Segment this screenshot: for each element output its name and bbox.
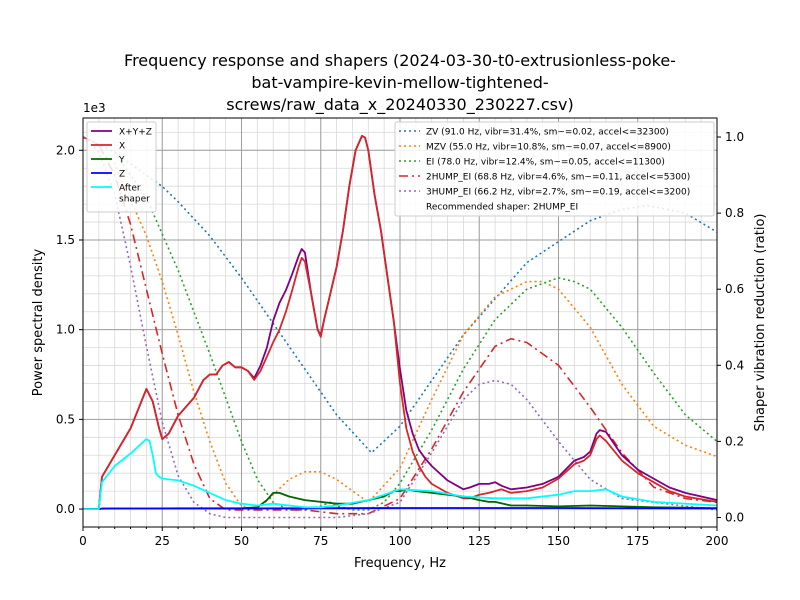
x-tick-label: 100	[389, 534, 412, 548]
legend-right-label: EI (78.0 Hz, vibr=12.4%, sm~=0.05, accel…	[426, 158, 665, 168]
y2-tick-label: 0.6	[725, 282, 744, 296]
x-tick-label: 200	[706, 534, 729, 548]
y2-tick-label: 0.2	[725, 434, 744, 448]
y2-axis-label: Shaper vibration reduction (ratio)	[753, 214, 768, 432]
chart-title-line-2: bat-vampire-kevin-mellow-tightened-	[251, 73, 549, 92]
legend-left-label: X	[119, 142, 125, 152]
legend-left-label: X+Y+Z	[119, 128, 152, 138]
x-tick-label: 125	[468, 534, 491, 548]
y2-tick-label: 0.4	[725, 358, 744, 372]
legend-right-box	[394, 121, 715, 217]
x-tick-label: 0	[79, 534, 87, 548]
shaper-line-3	[83, 136, 717, 515]
x-tick-label: 25	[155, 534, 170, 548]
y2-tick-label: 0.0	[725, 510, 744, 524]
y-tick-label: 1.0	[56, 323, 75, 337]
legend-right-label: MZV (55.0 Hz, vibr=10.8%, sm~=0.07, acce…	[426, 143, 671, 153]
legend-left-label: After	[119, 184, 141, 194]
psd-line-4	[83, 438, 717, 511]
x-tick-label: 150	[547, 534, 570, 548]
shaper-line-2	[83, 136, 717, 511]
shaper-line-4	[83, 136, 717, 519]
shaper-line-1	[83, 136, 717, 511]
legend-right: ZV (91.0 Hz, vibr=31.4%, sm~=0.02, accel…	[394, 121, 715, 217]
legend-right-label: ZV (91.0 Hz, vibr=31.4%, sm~=0.02, accel…	[426, 128, 669, 138]
legend-left-label: shaper	[119, 195, 150, 205]
shaper-line-0	[83, 136, 717, 454]
legend-recommended-label: Recommended shaper: 2HUMP_EI	[426, 203, 578, 213]
chart-title-line-3: screws/raw_data_x_20240330_230227.csv)	[226, 95, 574, 114]
psd-line-1	[83, 134, 717, 511]
x-tick-label: 50	[234, 534, 249, 548]
legend-right-label: 3HUMP_EI (66.2 Hz, vibr=2.7%, sm~=0.19, …	[426, 188, 690, 198]
x-tick-label: 175	[626, 534, 649, 548]
legend-right-label: 2HUMP_EI (68.8 Hz, vibr=4.6%, sm~=0.11, …	[426, 173, 690, 183]
legend-left-label: Z	[119, 170, 125, 180]
y2-tick-label: 0.8	[725, 206, 744, 220]
legend-left-label: Y	[118, 156, 125, 166]
y-multiplier-label: 1e3	[83, 101, 106, 115]
y2-tick-label: 1.0	[725, 130, 744, 144]
x-tick-label: 75	[313, 534, 328, 548]
y-tick-label: 2.0	[56, 143, 75, 157]
y-tick-label: 0.5	[56, 412, 75, 426]
x-axis-label: Frequency, Hz	[354, 556, 446, 571]
y-tick-label: 0.0	[56, 502, 75, 516]
y-axis-label: Power spectral density	[31, 248, 46, 396]
chart-title-line-1: Frequency response and shapers (2024-03-…	[124, 51, 676, 70]
y-tick-label: 1.5	[56, 233, 75, 247]
